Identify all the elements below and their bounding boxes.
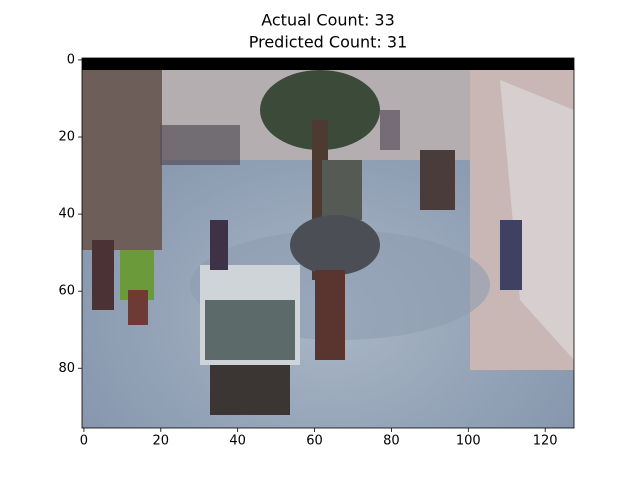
x-tick-label: 40: [229, 434, 246, 449]
x-tick-label: 120: [533, 434, 558, 449]
image: [82, 58, 574, 428]
y-tick-label: 0: [67, 52, 75, 67]
y-tick-label: 80: [58, 361, 75, 376]
x-tick-label: 60: [306, 434, 323, 449]
x-tick-label: 80: [383, 434, 400, 449]
x-tick-label: 0: [80, 434, 88, 449]
y-tick-label: 40: [58, 207, 75, 222]
title-line: Actual Count: 33: [261, 11, 395, 30]
title-line: Predicted Count: 31: [249, 33, 408, 52]
y-tick-label: 20: [58, 130, 75, 145]
x-tick-label: 20: [153, 434, 170, 449]
y-tick-label: 60: [58, 284, 75, 299]
axes-frame: [81, 57, 575, 429]
x-tick-label: 100: [456, 434, 481, 449]
